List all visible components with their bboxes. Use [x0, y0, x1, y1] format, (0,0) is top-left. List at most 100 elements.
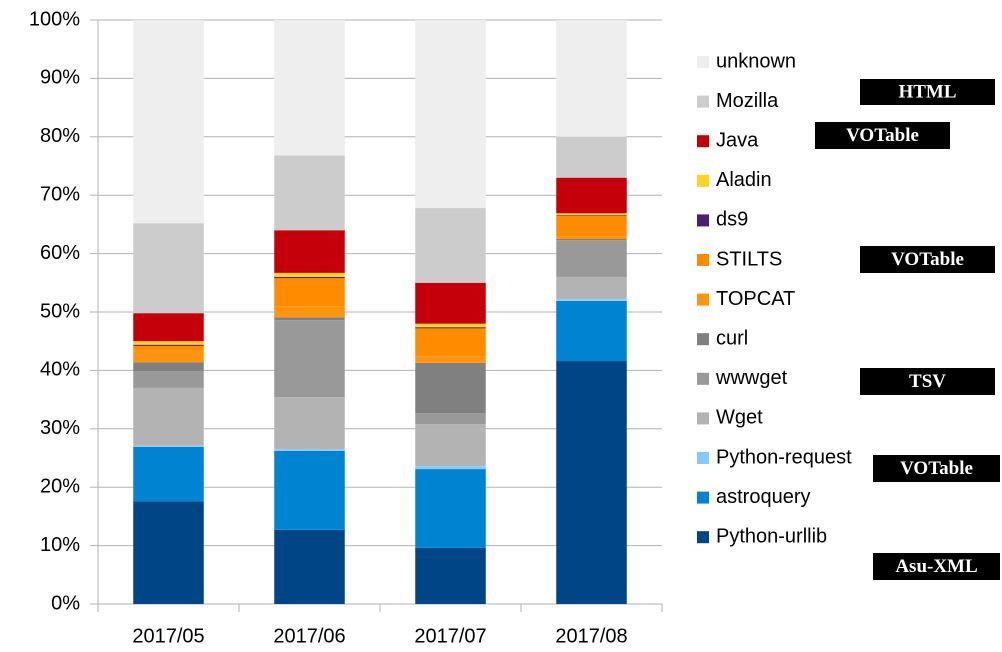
bar-segment	[556, 136, 627, 178]
legend-swatch	[697, 135, 709, 148]
legend-swatch	[697, 491, 709, 504]
bar-segment	[556, 177, 627, 214]
x-tick-label: 2017/07	[414, 625, 486, 647]
y-tick-label: 0%	[51, 592, 80, 614]
legend-label: Mozilla	[716, 90, 779, 112]
legend-swatch	[697, 531, 709, 544]
legend-label: ds9	[716, 209, 748, 231]
legend-label: STILTS	[716, 248, 782, 270]
legend-swatch	[697, 452, 709, 464]
y-tick-label: 10%	[40, 534, 80, 556]
x-tick-label: 2017/08	[555, 625, 627, 647]
bar-segment	[274, 450, 345, 530]
legend-label: Aladin	[716, 169, 772, 191]
legend-label: astroquery	[716, 486, 811, 508]
annotation-box	[860, 79, 995, 105]
legend-label: Python-request	[716, 446, 852, 468]
bar-segment	[415, 547, 486, 604]
annotation-box	[860, 246, 995, 273]
legend-swatch	[697, 412, 709, 425]
bar-segment	[556, 213, 627, 216]
bar-segment	[415, 20, 486, 209]
annotation: VOTable	[846, 125, 919, 146]
bar-segment	[415, 466, 486, 470]
y-tick-label: 100%	[29, 8, 80, 30]
bar-segment	[415, 362, 486, 414]
bar-segment	[274, 230, 345, 273]
bar-segment	[556, 20, 627, 137]
y-tick-label: 90%	[40, 67, 80, 89]
bar-segment	[556, 236, 627, 239]
annotation: VOTable	[891, 249, 964, 270]
bar-segment	[415, 469, 486, 548]
annotation: VOTable	[900, 458, 973, 479]
bar-segment	[133, 387, 204, 446]
x-tick-label: 2017/06	[273, 625, 345, 647]
bar-segment	[556, 215, 627, 216]
annotation: TSV	[909, 371, 946, 392]
bar-segment	[274, 397, 345, 450]
bar-segment	[133, 362, 204, 371]
bar-segment	[274, 317, 345, 321]
annotation-box	[873, 455, 1000, 482]
bar-segment	[556, 239, 627, 241]
annotation-box	[815, 122, 950, 149]
bar-segment	[415, 327, 486, 329]
bar-segment	[274, 529, 345, 604]
bar-segment	[415, 424, 486, 467]
bar-segment	[415, 282, 486, 324]
bar-segment	[133, 345, 204, 350]
bar-segment	[133, 445, 204, 447]
legend-swatch	[697, 214, 709, 227]
annotation: HTML	[898, 81, 956, 102]
legend-swatch	[697, 95, 709, 108]
y-tick-label: 50%	[40, 300, 80, 322]
bar-segment	[133, 20, 204, 224]
bar-segment	[415, 323, 486, 328]
y-tick-label: 20%	[40, 475, 80, 497]
y-tick-label: 30%	[40, 417, 80, 439]
bar-segment	[133, 370, 204, 388]
bar-segment	[415, 413, 486, 425]
bar-segment	[133, 341, 204, 345]
bar-segment	[133, 313, 204, 342]
bar-segment	[415, 356, 486, 363]
legend-label: unknown	[716, 50, 796, 72]
legend-swatch	[697, 56, 709, 68]
legend-label: Java	[716, 129, 759, 151]
bar-segment	[274, 449, 345, 451]
y-tick-label: 60%	[40, 242, 80, 264]
bar-segment	[274, 278, 345, 307]
bar-segment	[556, 300, 627, 362]
bar-segment	[415, 208, 486, 283]
bar-segment	[556, 361, 627, 604]
legend-swatch	[697, 372, 709, 385]
bar-segment	[133, 344, 204, 346]
annotation-box	[860, 368, 995, 395]
bar-segment	[133, 349, 204, 363]
y-tick-label: 80%	[40, 125, 80, 147]
legend-swatch	[697, 174, 709, 187]
bar-segment	[274, 20, 345, 156]
bar-segment	[133, 446, 204, 502]
legend-label: Wget	[716, 407, 763, 429]
annotation: Asu-XML	[895, 556, 977, 577]
bar-segment	[556, 276, 627, 300]
legend-label: wwwget	[715, 367, 788, 389]
bar-segment	[274, 320, 345, 398]
bar-segment	[133, 223, 204, 314]
legend-label: TOPCAT	[716, 288, 795, 310]
legend-label: curl	[716, 327, 748, 349]
bar-segment	[133, 501, 204, 604]
bar-segment	[274, 276, 345, 279]
bar-segment	[274, 155, 345, 231]
legend-swatch	[697, 333, 709, 346]
legend-swatch	[697, 293, 709, 306]
bar-segment	[274, 272, 345, 277]
bar-segment	[556, 240, 627, 277]
bar-segment	[274, 306, 345, 318]
y-tick-label: 70%	[40, 183, 80, 205]
annotation-box	[873, 553, 1000, 580]
y-tick-label: 40%	[40, 359, 80, 381]
